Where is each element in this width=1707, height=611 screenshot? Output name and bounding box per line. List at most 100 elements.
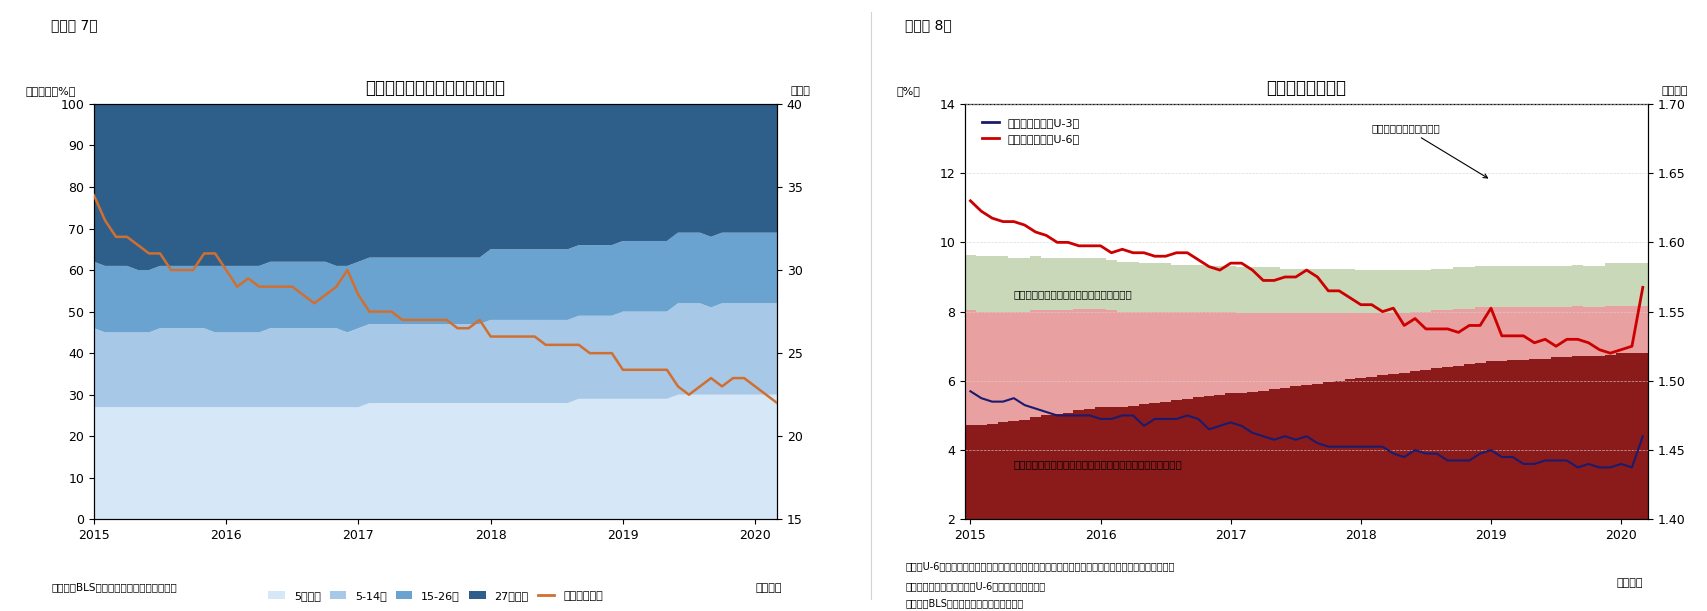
Bar (1495, 266, 1506, 307)
Bar (1355, 270, 1366, 313)
Bar (975, 425, 987, 611)
Bar (1506, 266, 1518, 307)
Title: 失業期間の分布と平均失業期間: 失業期間の分布と平均失業期間 (365, 79, 505, 97)
Text: （シェア、%）: （シェア、%） (26, 86, 75, 95)
Bar (1246, 267, 1256, 313)
Bar (1593, 356, 1605, 611)
Bar (1301, 385, 1311, 611)
Bar (1420, 270, 1430, 312)
Bar (1376, 313, 1388, 375)
Bar (1625, 353, 1637, 611)
Bar (1550, 357, 1560, 611)
Bar (1224, 393, 1236, 611)
Bar (1094, 309, 1106, 407)
Bar (1127, 312, 1139, 406)
Bar (1518, 307, 1528, 360)
Bar (1072, 309, 1084, 410)
Bar (1116, 262, 1127, 312)
Bar (1268, 389, 1279, 611)
Bar (1139, 263, 1149, 312)
Bar (1463, 364, 1473, 611)
Bar (1485, 362, 1495, 611)
Legend: 5週未満, 5-14週, 15-26週, 27週以上, 平均（右軸）: 5週未満, 5-14週, 15-26週, 27週以上, 平均（右軸） (263, 587, 608, 606)
Bar (1355, 313, 1366, 378)
Bar (1593, 307, 1605, 356)
Bar (1256, 313, 1268, 390)
Bar (1040, 415, 1052, 611)
Bar (1366, 377, 1376, 611)
Bar (1473, 266, 1485, 307)
Bar (1236, 313, 1246, 393)
Bar (1388, 270, 1398, 313)
Bar (1615, 306, 1625, 353)
Bar (1323, 269, 1333, 313)
Bar (1279, 388, 1289, 611)
Bar (1355, 378, 1366, 611)
Bar (1485, 266, 1495, 307)
Bar (964, 310, 975, 425)
Bar (1430, 310, 1441, 368)
Bar (1473, 307, 1485, 363)
Bar (1203, 396, 1214, 611)
Bar (1116, 407, 1127, 611)
Bar (1029, 417, 1040, 611)
Bar (1485, 307, 1495, 362)
Bar (1256, 267, 1268, 313)
Bar (1605, 354, 1615, 611)
Bar (1203, 312, 1214, 396)
Legend: 通常の失業率（U-3）, 広義の失業率（U-6）: 通常の失業率（U-3）, 広義の失業率（U-6） (976, 114, 1084, 148)
Bar (1289, 386, 1301, 611)
Bar (1159, 312, 1171, 401)
Bar (1149, 403, 1159, 611)
Bar (1062, 412, 1072, 611)
Text: 経済的理由によるパートタイマー（右軸）: 経済的理由によるパートタイマー（右軸） (1014, 289, 1132, 299)
Bar (1582, 356, 1593, 611)
Bar (1540, 359, 1550, 611)
Bar (1029, 310, 1040, 417)
Bar (1625, 306, 1637, 353)
Bar (1323, 382, 1333, 611)
Bar (1214, 266, 1224, 312)
Bar (987, 312, 997, 424)
Text: （図表 8）: （図表 8） (905, 18, 951, 32)
Bar (1343, 313, 1355, 379)
Bar (1528, 266, 1540, 307)
Text: （注）U-6＝（失業者＋周辺労働力＋経済的理由によるパートタイマー）／（労働力＋周辺労働力）: （注）U-6＝（失業者＋周辺労働力＋経済的理由によるパートタイマー）／（労働力＋… (905, 562, 1174, 571)
Bar (1463, 309, 1473, 364)
Bar (975, 256, 987, 312)
Bar (1495, 307, 1506, 362)
Title: 広義失業率の推移: 広義失業率の推移 (1267, 79, 1345, 97)
Bar (1159, 263, 1171, 312)
Bar (1139, 312, 1149, 404)
Bar (1408, 270, 1420, 312)
Bar (1323, 313, 1333, 382)
Bar (1029, 256, 1040, 310)
Bar (1441, 367, 1453, 611)
Bar (1366, 270, 1376, 313)
Bar (1106, 407, 1116, 611)
Bar (1333, 381, 1343, 611)
Bar (1420, 370, 1430, 611)
Bar (1203, 266, 1214, 312)
Bar (1625, 263, 1637, 306)
Bar (1116, 312, 1127, 407)
Bar (1236, 267, 1246, 313)
Text: （億人）: （億人） (1661, 86, 1688, 95)
Bar (1582, 266, 1593, 307)
Bar (1560, 307, 1572, 357)
Bar (1560, 357, 1572, 611)
Bar (1550, 307, 1560, 357)
Bar (1149, 263, 1159, 312)
Bar (1441, 269, 1453, 310)
Bar (1333, 269, 1343, 313)
Bar (1540, 266, 1550, 307)
Bar (1236, 393, 1246, 611)
Bar (1311, 384, 1323, 611)
Bar (964, 425, 975, 611)
Bar (1106, 310, 1116, 407)
Bar (1605, 306, 1615, 354)
Bar (1376, 375, 1388, 611)
Bar (1171, 265, 1181, 312)
Bar (1528, 307, 1540, 359)
Bar (1052, 310, 1062, 414)
